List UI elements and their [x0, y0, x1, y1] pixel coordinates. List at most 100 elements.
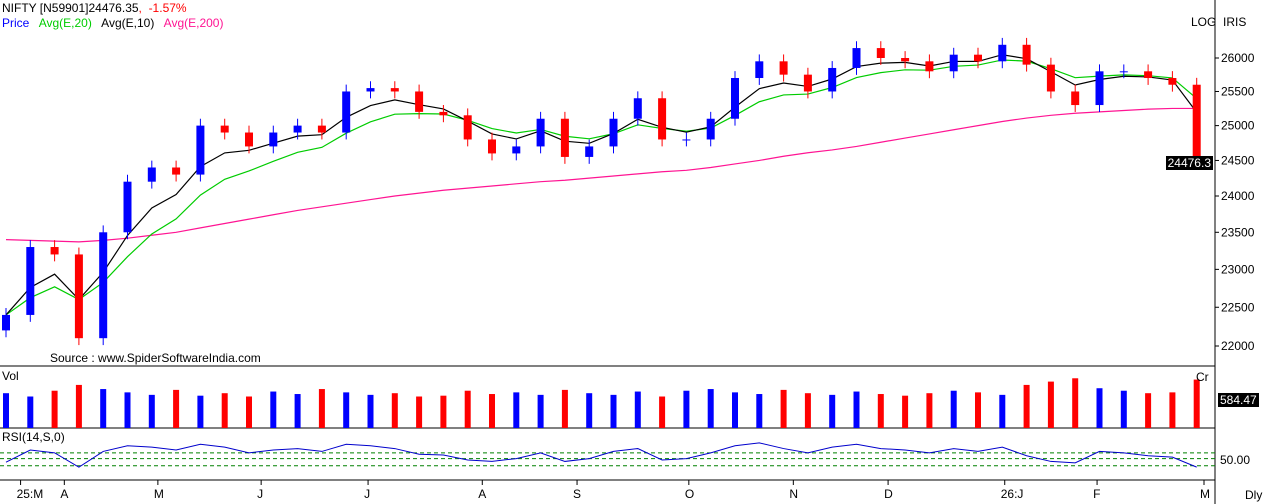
candle-body — [463, 115, 472, 140]
ema20-line — [5, 59, 1198, 316]
x-tick-label: J — [364, 487, 370, 501]
volume-bar — [950, 390, 957, 428]
volume-bar — [926, 393, 933, 428]
candle-body — [682, 139, 691, 141]
legend-ema200: Avg(E,200) — [163, 16, 224, 30]
volume-bar — [464, 390, 471, 428]
volume-bar — [173, 389, 180, 428]
candle-body — [852, 48, 861, 68]
volume-bar — [221, 393, 228, 428]
x-tick-label: A — [478, 487, 486, 501]
candle-body — [974, 54, 982, 62]
volume-bar — [391, 393, 398, 428]
volume-bar — [1047, 381, 1054, 428]
volume-bar — [1193, 379, 1200, 428]
volume-last: 584.47 — [1218, 393, 1259, 407]
candle-body — [731, 78, 739, 119]
volume-bar — [634, 391, 641, 428]
y-tick-label: 24000 — [1221, 189, 1255, 203]
volume-bar — [561, 389, 568, 428]
volume-bar — [853, 391, 860, 428]
volume-bar — [100, 389, 107, 428]
volume-bar — [270, 391, 277, 428]
candle-body — [876, 48, 885, 58]
candle-body — [2, 314, 10, 331]
y-tick-label: 26000 — [1221, 51, 1255, 65]
change-pct: -1.57% — [148, 1, 187, 15]
candle-body — [123, 181, 132, 233]
volume-bar — [489, 394, 495, 428]
y-tick-label: 23000 — [1221, 262, 1255, 276]
volume-bar — [732, 392, 738, 428]
volume-bar — [75, 384, 82, 428]
rsi-line — [5, 442, 1197, 468]
volume-bar — [294, 394, 301, 428]
candles — [2, 37, 1201, 346]
volume-bars — [3, 378, 1200, 428]
candle-body — [293, 125, 302, 133]
volume-bar — [1096, 388, 1103, 428]
volume-bar — [148, 394, 155, 428]
candle-body — [706, 118, 715, 140]
volume-bar — [1023, 384, 1030, 428]
candle-body — [609, 118, 618, 147]
candle-body — [560, 118, 569, 157]
volume-bar — [1145, 393, 1152, 428]
candle-body — [1144, 71, 1153, 79]
candle-body — [1046, 64, 1055, 92]
rsi-level: 50.00 — [1220, 453, 1251, 467]
axes — [0, 0, 1219, 504]
volume-bar — [586, 393, 593, 428]
y-tick-label: 22000 — [1221, 339, 1255, 353]
symbol: NIFTY [N59901] — [2, 1, 89, 15]
candle-body — [220, 125, 229, 133]
volume-bar — [3, 393, 9, 428]
legend-ema10: Avg(E,10) — [101, 16, 155, 30]
x-tick-label: 25:M — [17, 487, 44, 501]
x-tick-label: S — [573, 487, 581, 501]
broker-label: IRIS — [1223, 15, 1247, 29]
candle-body — [245, 132, 253, 147]
volume-bar — [440, 395, 447, 428]
candle-body — [269, 132, 278, 147]
volume-bar — [27, 396, 34, 428]
x-tick-label: N — [789, 487, 798, 501]
volume-bar — [999, 394, 1006, 428]
volume-bar — [416, 396, 423, 428]
candle-body — [172, 167, 181, 175]
volume-bar — [513, 392, 520, 428]
candle-body — [755, 61, 764, 79]
last-price: 24476.35 — [88, 1, 139, 15]
volume-bar — [367, 394, 374, 428]
candle-body — [415, 91, 424, 112]
x-tick-label: 26:J — [1001, 487, 1024, 501]
x-tick-label: M — [154, 487, 164, 501]
legend-ema20: Avg(E,20) — [38, 16, 92, 30]
legend-price: Price — [2, 16, 30, 30]
volume-bar — [1120, 390, 1127, 428]
volume-unit: Cr — [1196, 370, 1209, 384]
x-tick-label: D — [884, 487, 893, 501]
y-tick-label: 25500 — [1221, 84, 1255, 98]
y-tick-label: 24500 — [1221, 153, 1255, 167]
candle-body — [828, 67, 837, 92]
candle-body — [317, 125, 326, 133]
candle-body — [99, 232, 108, 339]
ema10-path — [5, 54, 1198, 316]
rsi-label: RSI(14,S,0) — [2, 430, 65, 444]
x-tick-label: F — [1093, 487, 1100, 501]
volume-label: Vol — [2, 369, 19, 383]
legend: Price Avg(E,20) Avg(E,10) Avg(E,200) — [2, 16, 223, 30]
periodicity[interactable]: Dly — [1245, 488, 1263, 502]
ema10-line — [5, 54, 1198, 316]
volume-bar — [537, 394, 544, 428]
y-tick-label: 22500 — [1221, 300, 1255, 314]
candle-body — [512, 146, 521, 154]
volume-bar — [975, 392, 981, 428]
volume-bar — [1169, 392, 1176, 428]
last-price-marker: 24476.3 — [1165, 156, 1213, 170]
candle-body — [1095, 71, 1104, 106]
ema200-line — [5, 107, 1197, 243]
log-toggle[interactable]: LOG — [1191, 15, 1217, 29]
